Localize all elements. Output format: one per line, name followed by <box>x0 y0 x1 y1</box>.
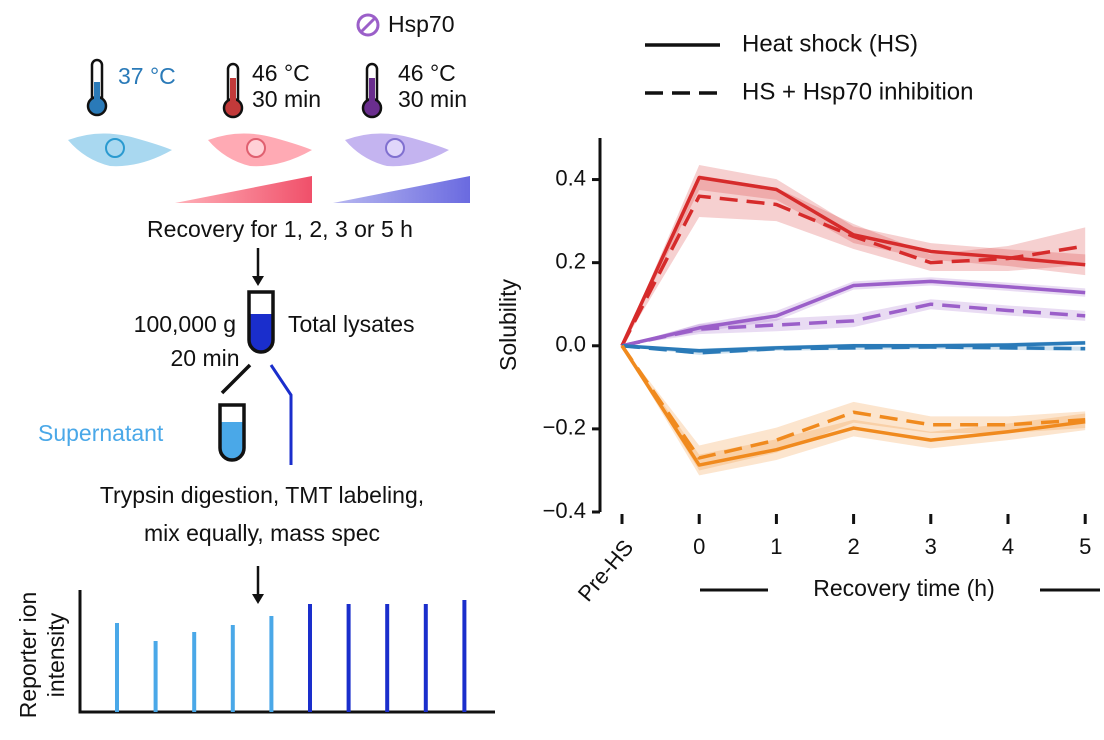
y-tick-label: −0.4 <box>543 498 586 523</box>
reporter-axes <box>78 590 495 714</box>
x-tick-label: 2 <box>847 534 859 559</box>
legend-label: HS + Hsp70 inhibition <box>742 78 973 105</box>
step-text: Trypsin digestion, TMT labeling, <box>100 482 424 508</box>
error-band <box>622 175 1086 346</box>
series-line <box>620 344 1086 460</box>
total-lysates: Total lysates <box>288 311 415 337</box>
error-band <box>622 345 1086 476</box>
step-text: mix equally, mass spec <box>144 520 380 546</box>
series-line <box>621 341 1086 353</box>
x-tick-label: 0 <box>693 534 705 559</box>
recovery-ramp <box>175 176 312 203</box>
supernatant-label: Supernatant <box>38 420 164 446</box>
hs2-temp: 46 °C <box>398 60 456 86</box>
tube <box>218 403 246 462</box>
y-tick-label: −0.2 <box>543 415 586 440</box>
split-line <box>269 364 293 465</box>
y-tick-label: 0.0 <box>555 332 586 357</box>
control-temp: 37 °C <box>118 63 176 89</box>
tube <box>247 290 275 354</box>
reporter-label: Reporter ion <box>15 592 41 719</box>
spin-force: 100,000 g <box>134 311 236 337</box>
x-tick-label: 1 <box>770 534 782 559</box>
x-tick-label: Pre-HS <box>573 535 639 606</box>
hs-temp: 46 °C <box>252 60 310 86</box>
chart: Heat shock (HS) HS + Hsp70 inhibition −0.4… <box>495 30 1100 606</box>
error-band <box>622 345 1086 471</box>
hs2-time: 30 min <box>398 86 467 112</box>
arrow <box>252 248 264 286</box>
x-tick-label: 3 <box>925 534 937 559</box>
x-tick-label: 4 <box>1002 534 1014 559</box>
legend-label: Heat shock (HS) <box>742 30 918 57</box>
x-tick-label: 5 <box>1079 534 1091 559</box>
y-tick-label: 0.4 <box>555 165 586 190</box>
series-line <box>621 279 1086 348</box>
series-line <box>621 344 1086 355</box>
split-line <box>220 363 252 395</box>
reporter-bars <box>115 600 467 712</box>
thermometer <box>86 58 108 117</box>
series-line <box>620 194 1086 347</box>
hs-time: 30 min <box>252 86 321 112</box>
inhibitor-icon <box>356 13 380 37</box>
spin-time: 20 min <box>170 345 239 371</box>
thermometer <box>222 62 244 119</box>
series-line <box>620 344 1086 467</box>
reporter-label: intensity <box>43 612 69 697</box>
x-axis-label: Recovery time (h) <box>813 575 994 601</box>
cell <box>68 133 449 167</box>
recovery-ramp <box>333 176 470 203</box>
inhibitor-label: Hsp70 <box>388 11 454 37</box>
thermometer <box>361 62 383 119</box>
inhibitor-icon-slash <box>359 16 377 34</box>
schematic: Hsp70 37 °C 46 °C 30 min 46 °C 30 min Re… <box>15 11 495 718</box>
series-line <box>621 302 1086 348</box>
recovery-text: Recovery for 1, 2, 3 or 5 h <box>147 216 413 242</box>
arrow <box>252 566 264 604</box>
y-tick-label: 0.2 <box>555 248 586 273</box>
y-axis-label: Solubility <box>495 278 521 371</box>
